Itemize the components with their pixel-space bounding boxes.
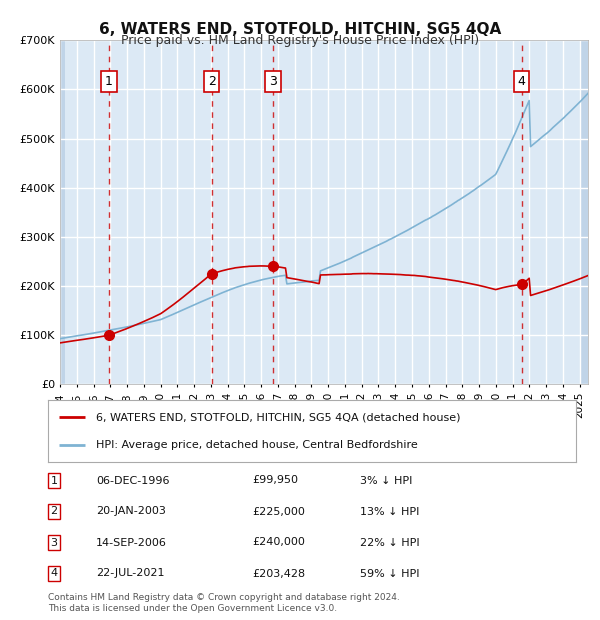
- Text: 6, WATERS END, STOTFOLD, HITCHIN, SG5 4QA: 6, WATERS END, STOTFOLD, HITCHIN, SG5 4Q…: [99, 22, 501, 37]
- Text: 4: 4: [518, 75, 526, 88]
- Bar: [580, 40, 588, 384]
- Text: £240,000: £240,000: [252, 538, 305, 547]
- Text: 4: 4: [50, 569, 58, 578]
- Text: £203,428: £203,428: [252, 569, 305, 578]
- Text: £225,000: £225,000: [252, 507, 305, 516]
- Text: Contains HM Land Registry data © Crown copyright and database right 2024.
This d: Contains HM Land Registry data © Crown c…: [48, 593, 400, 613]
- Text: 3: 3: [269, 75, 277, 88]
- Text: 14-SEP-2006: 14-SEP-2006: [96, 538, 167, 547]
- Text: 1: 1: [50, 476, 58, 485]
- Text: 3% ↓ HPI: 3% ↓ HPI: [360, 476, 412, 485]
- Text: 3: 3: [50, 538, 58, 547]
- Text: 2: 2: [208, 75, 215, 88]
- Text: HPI: Average price, detached house, Central Bedfordshire: HPI: Average price, detached house, Cent…: [95, 440, 417, 450]
- Text: 06-DEC-1996: 06-DEC-1996: [96, 476, 170, 485]
- Text: 22-JUL-2021: 22-JUL-2021: [96, 569, 164, 578]
- Text: 2: 2: [50, 507, 58, 516]
- Bar: [60, 40, 65, 384]
- Text: 1: 1: [105, 75, 113, 88]
- Text: 22% ↓ HPI: 22% ↓ HPI: [360, 538, 419, 547]
- Text: 6, WATERS END, STOTFOLD, HITCHIN, SG5 4QA (detached house): 6, WATERS END, STOTFOLD, HITCHIN, SG5 4Q…: [95, 412, 460, 422]
- Text: £99,950: £99,950: [252, 476, 298, 485]
- Text: Price paid vs. HM Land Registry's House Price Index (HPI): Price paid vs. HM Land Registry's House …: [121, 34, 479, 47]
- Text: 13% ↓ HPI: 13% ↓ HPI: [360, 507, 419, 516]
- Text: 20-JAN-2003: 20-JAN-2003: [96, 507, 166, 516]
- Text: 59% ↓ HPI: 59% ↓ HPI: [360, 569, 419, 578]
